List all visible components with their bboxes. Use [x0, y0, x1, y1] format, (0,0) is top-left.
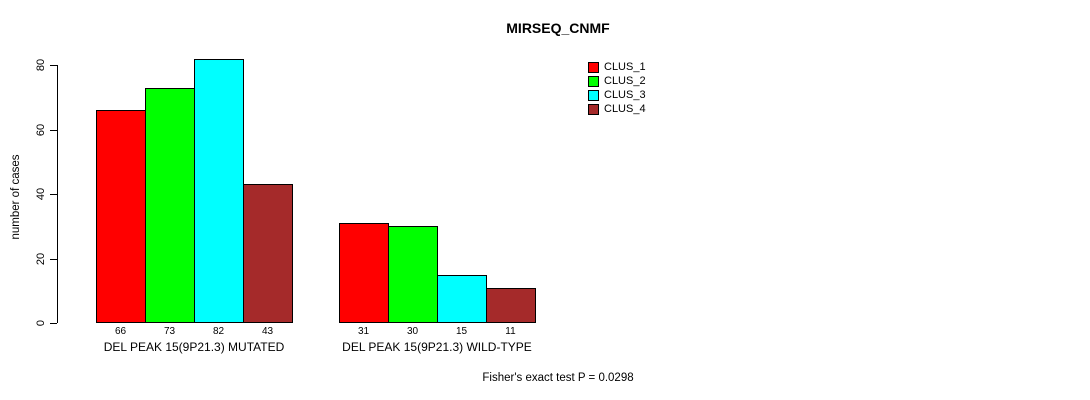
y-tick-label: 80	[35, 58, 47, 72]
bar-value-label: 30	[406, 326, 419, 337]
bar-clus_2-group2	[388, 226, 438, 323]
chart-title: MIRSEQ_CNMF	[506, 20, 610, 36]
bar-clus_3-group2	[437, 275, 487, 323]
bar-value-label: 11	[505, 326, 516, 337]
fisher-test-annotation: Fisher's exact test P = 0.0298	[482, 372, 634, 384]
bar-clus_1-group1	[96, 110, 146, 323]
bar-value-label: 31	[357, 326, 370, 337]
legend-swatch-clus_3	[588, 90, 599, 101]
y-tick-mark	[50, 65, 57, 66]
bar-clus_2-group1	[145, 88, 195, 323]
y-axis-line	[57, 65, 58, 323]
bar-clus_4-group2	[486, 288, 536, 323]
y-tick-label: 40	[35, 187, 47, 201]
bar-clus_4-group1	[243, 184, 293, 323]
bar-value-label: 15	[455, 326, 468, 337]
legend-swatch-clus_2	[588, 76, 599, 87]
legend-label-clus_1: CLUS_1	[604, 61, 646, 73]
legend-label-clus_2: CLUS_2	[604, 75, 646, 87]
bar-value-label: 82	[212, 326, 225, 337]
legend-swatch-clus_4	[588, 104, 599, 115]
bar-value-label: 73	[163, 326, 176, 337]
y-tick-mark	[50, 323, 57, 324]
bar-clus_1-group2	[339, 223, 389, 323]
group-label: DEL PEAK 15(9P21.3) MUTATED	[103, 340, 285, 354]
y-tick-mark	[50, 194, 57, 195]
bar-value-label: 43	[261, 326, 274, 337]
y-tick-label: 60	[35, 123, 47, 137]
y-tick-mark	[50, 130, 57, 131]
y-tick-label: 0	[35, 319, 47, 327]
bar-value-label: 66	[114, 326, 127, 337]
y-axis-label: number of cases	[10, 154, 22, 240]
legend-label-clus_3: CLUS_3	[604, 89, 646, 101]
group-label: DEL PEAK 15(9P21.3) WILD-TYPE	[342, 340, 532, 354]
y-tick-label: 20	[35, 252, 47, 266]
bar-clus_3-group1	[194, 59, 244, 323]
y-tick-mark	[50, 259, 57, 260]
legend-label-clus_4: CLUS_4	[604, 103, 646, 115]
legend-swatch-clus_1	[588, 62, 599, 73]
